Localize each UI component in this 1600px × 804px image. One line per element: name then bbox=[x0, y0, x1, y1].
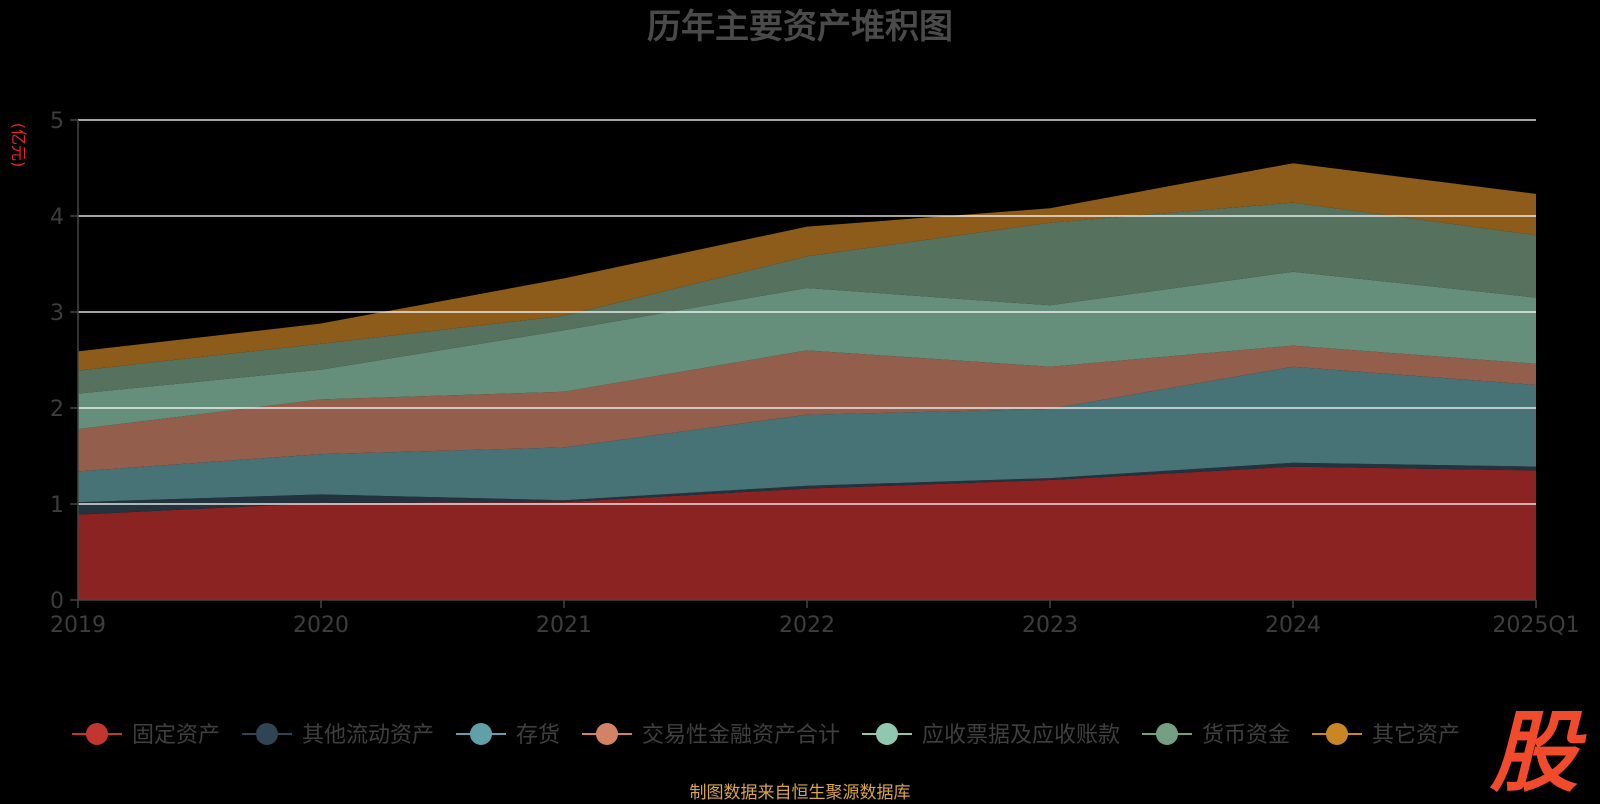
legend-circle-icon bbox=[470, 723, 492, 745]
x-tick-label-2: 2021 bbox=[536, 613, 592, 638]
area-series-4 bbox=[78, 271, 1536, 430]
legend-label: 其他流动资产 bbox=[302, 723, 434, 748]
area-series-1 bbox=[78, 462, 1536, 515]
legend-label: 存货 bbox=[516, 723, 560, 748]
area-series bbox=[78, 163, 1536, 600]
x-tick-label-5: 2024 bbox=[1265, 613, 1321, 638]
legend-circle-icon bbox=[1156, 723, 1178, 745]
axes: 0 1 2 3 4 5 2019 2020 2021 2022 2023 2024 2025Q1 bbox=[50, 109, 1580, 638]
y-tick-label-3: 3 bbox=[50, 301, 64, 326]
legend-item-5[interactable]: 货币资金 bbox=[1142, 723, 1290, 748]
y-axis-label: (亿元) bbox=[9, 123, 28, 168]
area-series-2 bbox=[78, 366, 1536, 503]
legend-circle-icon bbox=[86, 723, 108, 745]
brand-logo: 股 bbox=[1489, 700, 1578, 804]
y-tick-label-4: 4 bbox=[50, 205, 64, 230]
area-series-0 bbox=[78, 466, 1536, 600]
x-tick-label-3: 2022 bbox=[779, 613, 835, 638]
legend-item-3[interactable]: 交易性金融资产合计 bbox=[582, 723, 840, 748]
legend-label: 固定资产 bbox=[132, 723, 220, 748]
legend-item-0[interactable]: 固定资产 bbox=[72, 723, 220, 748]
area-series-5 bbox=[78, 202, 1536, 394]
data-source-note: 制图数据来自恒生聚源数据库 bbox=[689, 783, 911, 803]
x-tick-label-0: 2019 bbox=[50, 613, 106, 638]
legend-label: 交易性金融资产合计 bbox=[642, 723, 840, 748]
y-tick-label-5: 5 bbox=[50, 109, 64, 134]
y-tick-label-0: 0 bbox=[50, 589, 64, 614]
legend-label: 其它资产 bbox=[1372, 723, 1460, 748]
legend-circle-icon bbox=[596, 723, 618, 745]
x-tick-label-6: 2025Q1 bbox=[1492, 613, 1579, 638]
legend-circle-icon bbox=[256, 723, 278, 745]
legend-item-6[interactable]: 其它资产 bbox=[1312, 723, 1460, 748]
x-tick-label-1: 2020 bbox=[293, 613, 349, 638]
x-tick-label-4: 2023 bbox=[1022, 613, 1078, 638]
chart-title: 历年主要资产堆积图 bbox=[647, 7, 953, 47]
legend-item-2[interactable]: 存货 bbox=[456, 723, 560, 748]
legend-label: 货币资金 bbox=[1202, 723, 1290, 748]
legend-item-4[interactable]: 应收票据及应收账款 bbox=[862, 723, 1120, 748]
area-series-6 bbox=[78, 163, 1536, 371]
legend[interactable]: 固定资产 其他流动资产 存货 交易性金融资产合计 应收票据及应收账款 货币资金 其它资产 bbox=[72, 723, 1460, 748]
legend-item-1[interactable]: 其他流动资产 bbox=[242, 723, 434, 748]
legend-circle-icon bbox=[1326, 723, 1348, 745]
legend-label: 应收票据及应收账款 bbox=[922, 723, 1120, 748]
grid-lines bbox=[78, 119, 1536, 505]
legend-circle-icon bbox=[876, 723, 898, 745]
y-tick-label-1: 1 bbox=[50, 493, 64, 518]
y-tick-label-2: 2 bbox=[50, 397, 64, 422]
